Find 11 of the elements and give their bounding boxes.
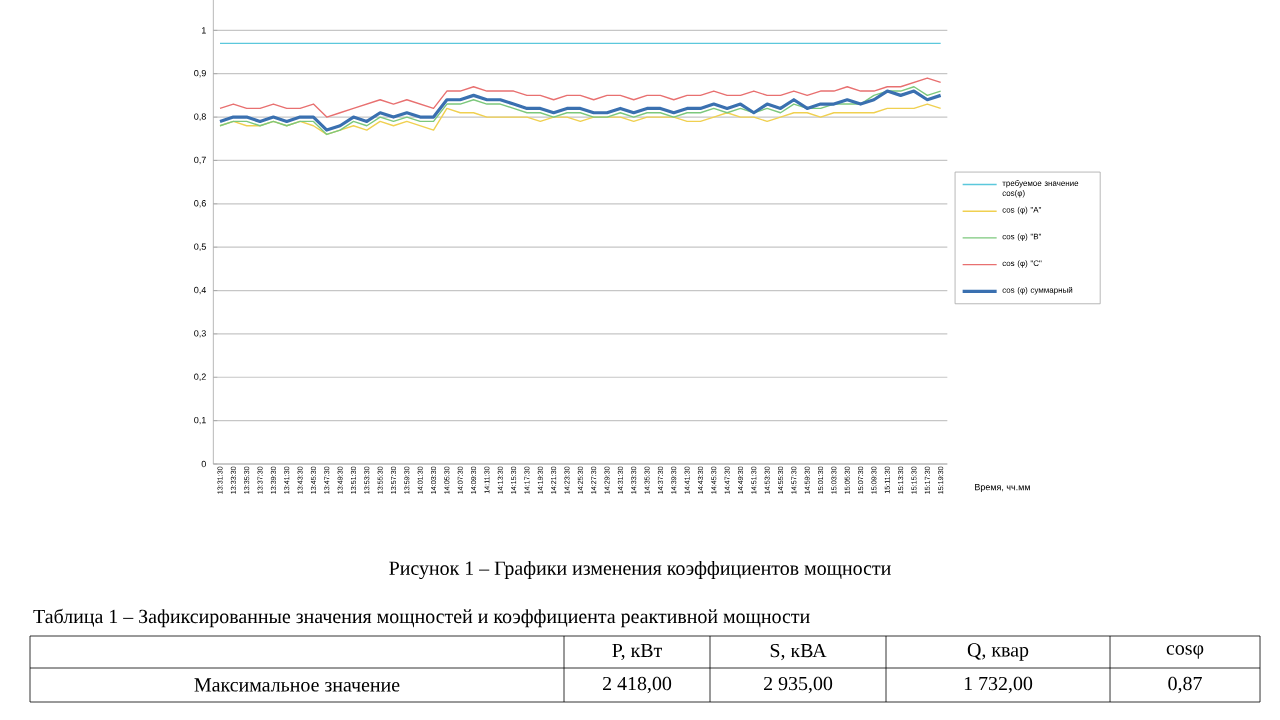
text: cosφ xyxy=(1166,645,1204,659)
text: Максимальное значение xyxy=(194,678,400,692)
text: 1 732,00 xyxy=(964,676,1033,694)
text: Таблица 1 – Зафиксированные значения мощностей и коэффициента реактивной мощности xyxy=(33,608,810,628)
text: Q, квар xyxy=(967,643,1029,661)
text: Рисунок 1 – Графики изменения коэффициентов мощности xyxy=(389,560,891,580)
text: P, кВт xyxy=(612,643,662,661)
text: S, кВА xyxy=(770,643,827,661)
text: 0,87 xyxy=(1168,676,1202,694)
text: 2 935,00 xyxy=(764,676,833,694)
text: 2 418,00 xyxy=(603,676,672,694)
